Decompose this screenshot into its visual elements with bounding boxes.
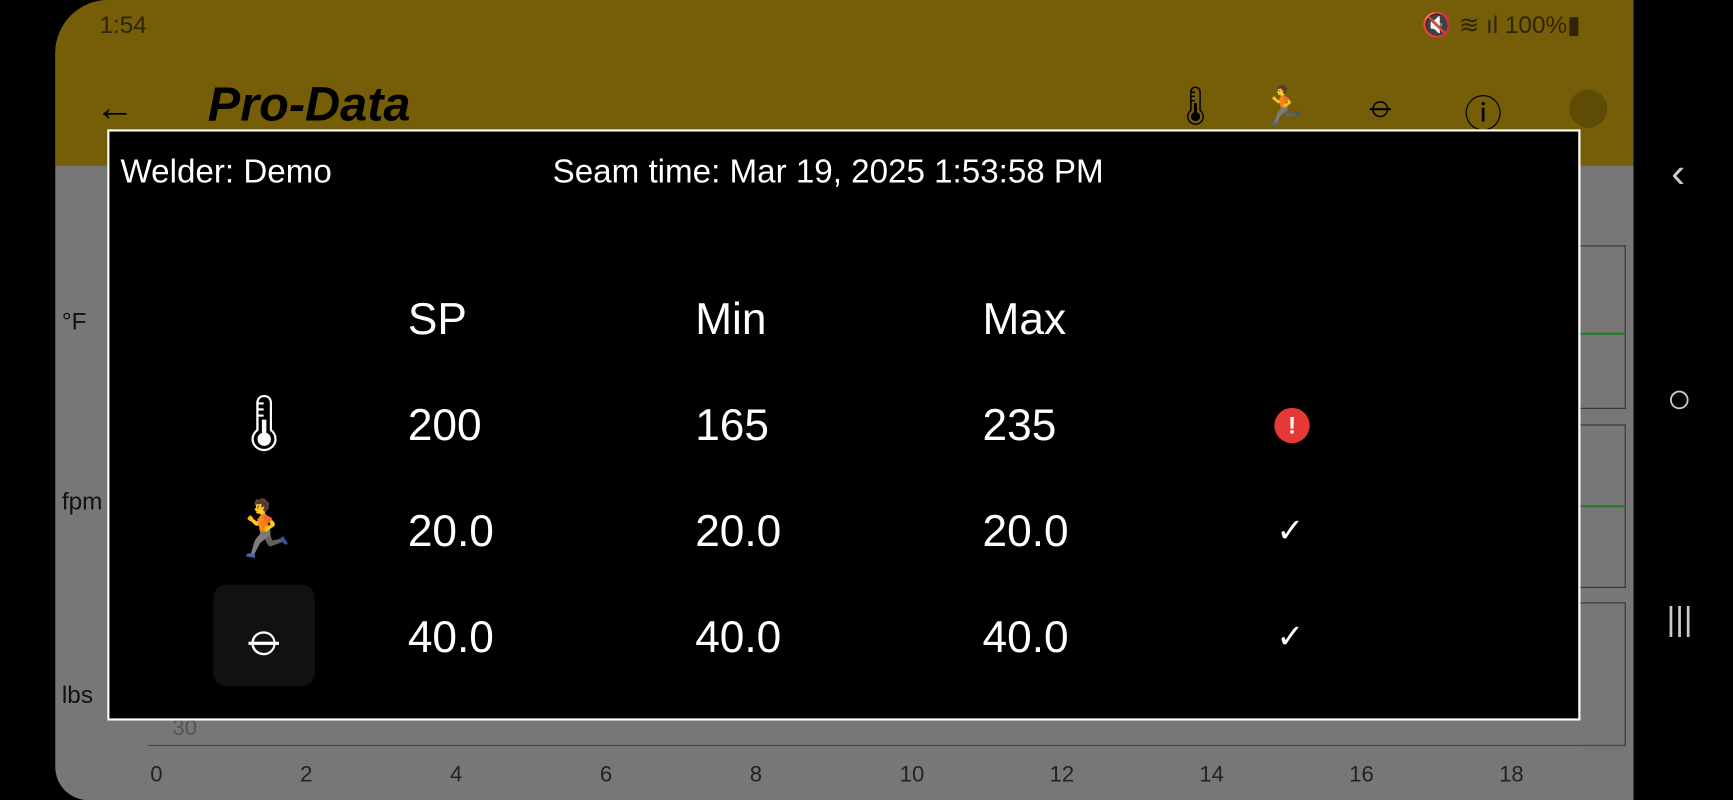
y-label-speed: fpm — [61, 487, 103, 516]
chart-panel — [1580, 245, 1626, 409]
x-tick-label: 2 — [300, 762, 313, 787]
force-sp: 40.0 — [407, 613, 494, 663]
temp-min: 165 — [695, 401, 769, 450]
nav-back-button[interactable]: ‹ — [1671, 150, 1686, 197]
thermometer-icon: 🌡 — [229, 391, 300, 454]
check-icon: ✓ — [1276, 512, 1305, 550]
x-tick-label: 10 — [899, 762, 925, 787]
error-icon: ! — [1274, 407, 1310, 444]
x-tick-label: 0 — [150, 762, 163, 787]
running-icon: 🏃 — [229, 497, 299, 560]
header-max: Max — [982, 295, 1067, 344]
x-tick-label: 14 — [1199, 762, 1224, 787]
force-min: 40.0 — [695, 613, 782, 663]
chart-panel — [1580, 602, 1626, 747]
rollers-icon: ⦵ — [213, 584, 315, 687]
x-axis — [148, 744, 1625, 747]
running-icon[interactable]: 🏃 — [1259, 85, 1307, 128]
temp-sp: 200 — [407, 401, 482, 450]
thermometer-icon[interactable]: 🌡 — [1171, 85, 1220, 128]
speed-max: 20.0 — [982, 507, 1069, 556]
x-tick-label: 18 — [1499, 762, 1524, 787]
seam-time: Seam time: Mar 19, 2025 1:53:58 PM — [552, 153, 1104, 191]
seam-summary-dialog: Welder: Demo Seam time: Mar 19, 2025 1:5… — [107, 129, 1581, 721]
speed-min: 20.0 — [695, 507, 782, 556]
header-min: Min — [695, 295, 767, 344]
x-tick-label: 4 — [450, 762, 463, 787]
x-tick-label: 6 — [599, 762, 613, 787]
nav-home-button[interactable]: ○ — [1666, 375, 1693, 423]
speed-sp: 20.0 — [407, 507, 494, 556]
x-tick-label: 8 — [749, 762, 763, 787]
header-sp: SP — [407, 295, 467, 344]
y-label-force: lbs — [61, 680, 93, 709]
x-tick-label: 16 — [1349, 762, 1374, 787]
y-label-temp: °F — [61, 307, 87, 335]
nav-recents-button[interactable]: ||| — [1666, 601, 1693, 638]
status-indicators: 🔇 ≋ ıl 100%▮ — [1421, 11, 1581, 39]
location-icon[interactable]: ⬤ — [1567, 85, 1610, 128]
rollers-icon[interactable]: ⦵ — [1364, 83, 1397, 126]
welder-label: Welder: Demo — [120, 153, 332, 191]
info-icon[interactable]: ⓘ — [1464, 93, 1503, 136]
back-arrow-icon[interactable]: ← — [95, 83, 135, 130]
app-title: Pro-Data — [207, 77, 411, 132]
chart-panel — [1580, 424, 1626, 588]
x-tick-label: 12 — [1049, 762, 1075, 787]
force-max: 40.0 — [982, 613, 1069, 663]
check-icon: ✓ — [1276, 618, 1305, 656]
status-time: 1:54 — [99, 11, 147, 39]
temp-max: 235 — [982, 401, 1057, 450]
